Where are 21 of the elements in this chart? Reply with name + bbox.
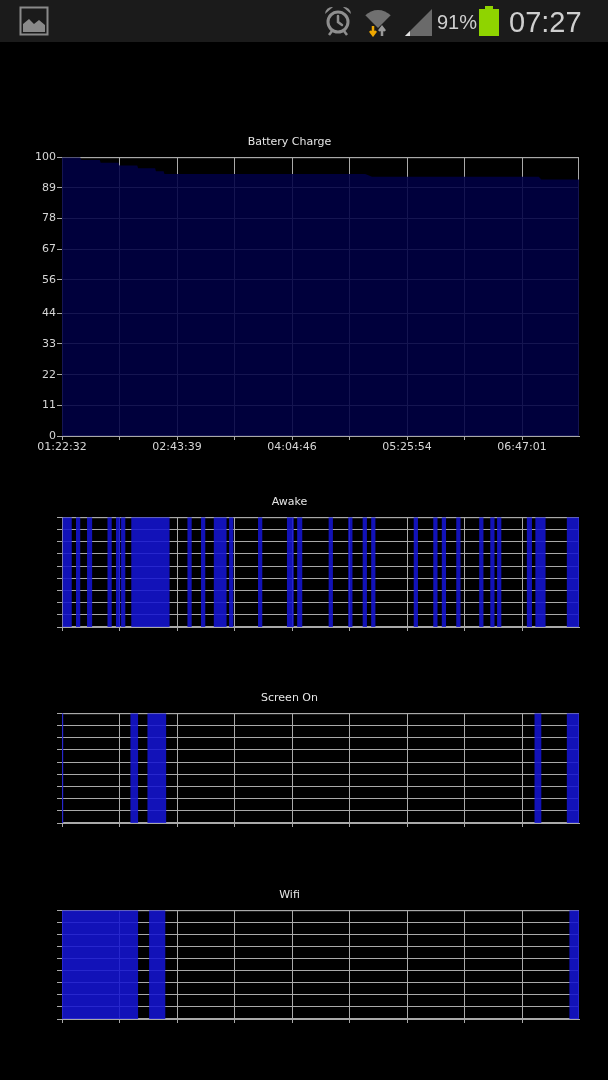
y-tick-label: 78 [42, 211, 56, 225]
y-tick-label: 33 [42, 336, 56, 350]
x-tick-label: 04:04:46 [267, 440, 317, 454]
chart-title: Battery Charge [247, 135, 332, 149]
x-tick-label: 02:43:39 [152, 440, 202, 454]
y-tick-label: 56 [42, 272, 56, 286]
y-tick-label: 44 [42, 306, 56, 320]
x-tick-label: 05:25:54 [382, 440, 432, 454]
x-tick-label: 01:22:32 [37, 440, 87, 454]
x-tick-label: 06:47:01 [497, 440, 547, 454]
y-tick-label: 11 [42, 398, 56, 412]
y-tick-label: 100 [35, 150, 56, 164]
chart-title: Awake [271, 495, 308, 509]
text: 91% [437, 11, 478, 33]
text: 07:27 [509, 6, 582, 38]
chart-title: Screen On [261, 691, 318, 705]
y-tick-label: 67 [42, 242, 56, 256]
y-tick-label: 0 [49, 428, 56, 442]
y-tick-label: 89 [42, 180, 56, 194]
y-tick-label: 22 [42, 367, 56, 381]
chart-title: Wifi [279, 888, 300, 902]
